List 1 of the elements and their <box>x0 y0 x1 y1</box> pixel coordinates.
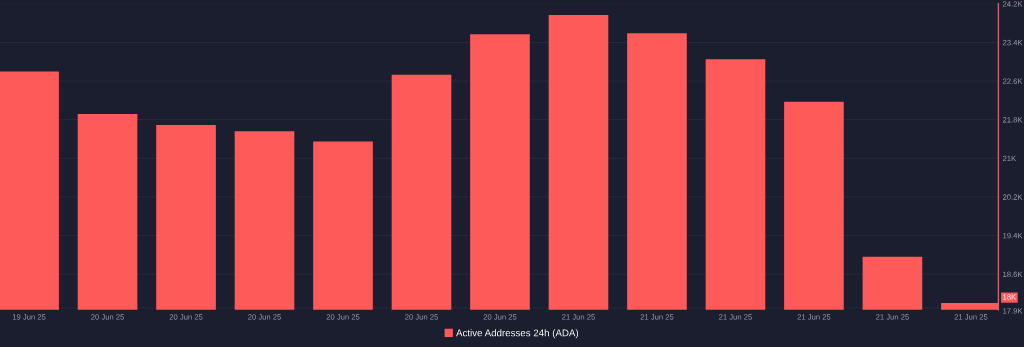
legend-label: Active Addresses 24h (ADA) <box>456 329 579 339</box>
